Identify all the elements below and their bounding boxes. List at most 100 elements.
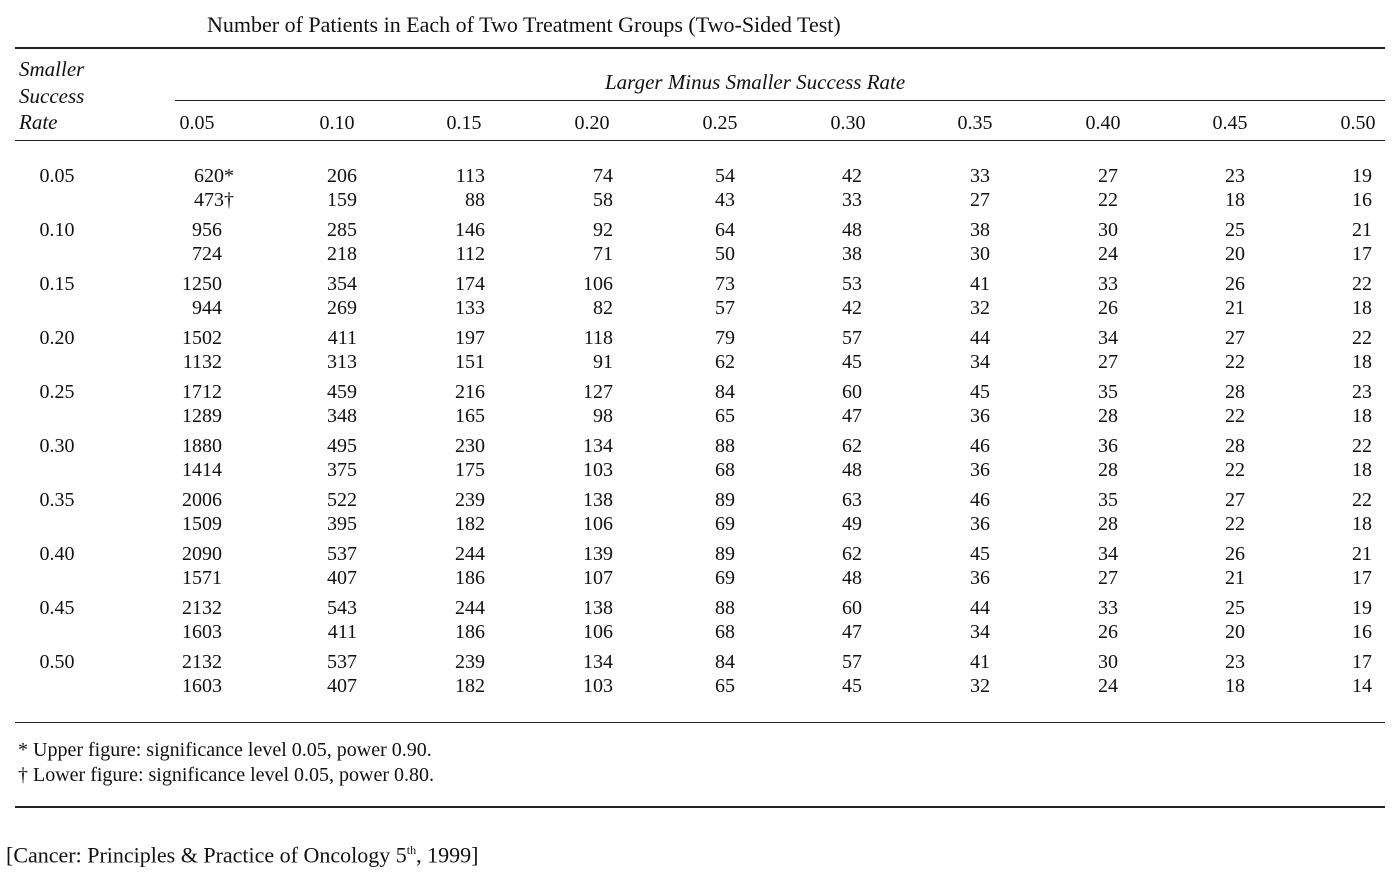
upper-value: 62: [842, 543, 862, 565]
lower-value: 28: [1098, 459, 1118, 481]
column-header: 0.30: [830, 112, 866, 134]
upper-value: 89: [715, 489, 735, 511]
upper-value: 84: [715, 651, 735, 673]
upper-value: 244: [455, 543, 485, 565]
column-header: 0.05: [179, 112, 215, 134]
row-label: 0.30: [39, 435, 75, 457]
upper-value: 42: [842, 165, 862, 187]
upper-value: 33: [1098, 597, 1118, 619]
lower-value: 182: [455, 675, 485, 697]
lower-value: 50: [715, 243, 735, 265]
upper-value: 138: [583, 597, 613, 619]
lower-value: 65: [715, 405, 735, 427]
lower-value: 33: [842, 189, 862, 211]
lower-value: 18: [1225, 189, 1245, 211]
upper-value: 30: [1098, 219, 1118, 241]
lower-value: 28: [1098, 513, 1118, 535]
lower-value: 112: [455, 243, 485, 265]
lower-value: 151: [455, 351, 485, 373]
upper-value: 19: [1352, 165, 1372, 187]
upper-value: 138: [583, 489, 613, 511]
upper-value: 57: [842, 327, 862, 349]
upper-value: 216: [455, 381, 485, 403]
lower-value: 22: [1225, 459, 1245, 481]
upper-value: 127: [583, 381, 613, 403]
upper-value: 197: [455, 327, 485, 349]
lower-value: 103: [583, 459, 613, 481]
lower-value: 182: [455, 513, 485, 535]
lower-value: 36: [970, 459, 990, 481]
lower-value: 20: [1225, 621, 1245, 643]
upper-value: 106: [583, 273, 613, 295]
upper-value: 36: [1098, 435, 1118, 457]
row-label: 0.25: [39, 381, 75, 403]
upper-value: 22: [1352, 435, 1372, 457]
upper-value: 2132: [182, 651, 222, 673]
lower-value: 159: [327, 189, 357, 211]
upper-value: 244: [455, 597, 485, 619]
lower-value: 165: [455, 405, 485, 427]
upper-value: 64: [715, 219, 735, 241]
lower-value: 133: [455, 297, 485, 319]
upper-value: 45: [970, 381, 990, 403]
lower-value: 18: [1352, 297, 1372, 319]
column-header: 0.50: [1340, 112, 1376, 134]
upper-value: 21: [1352, 219, 1372, 241]
upper-value: 27: [1225, 327, 1245, 349]
upper-value: 74: [593, 165, 613, 187]
upper-value: 134: [583, 435, 613, 457]
lower-value: 26: [1098, 621, 1118, 643]
row-label: 0.45: [39, 597, 75, 619]
upper-value: 92: [593, 219, 613, 241]
upper-value: 34: [1098, 327, 1118, 349]
lower-value: 269: [327, 297, 357, 319]
lower-value: 68: [715, 459, 735, 481]
lower-value: 48: [842, 567, 862, 589]
upper-value: 46: [970, 435, 990, 457]
column-header: 0.15: [446, 112, 482, 134]
lower-value: 48: [842, 459, 862, 481]
upper-value: 53: [842, 273, 862, 295]
lower-value: 407: [327, 675, 357, 697]
upper-value: 139: [583, 543, 613, 565]
spanner-rule: [175, 100, 1385, 101]
lower-value: 944: [192, 297, 222, 319]
upper-value: 21: [1352, 543, 1372, 565]
upper-value: 57: [842, 651, 862, 673]
citation-tail: , 1999]: [416, 842, 479, 868]
lower-value: 22: [1225, 513, 1245, 535]
lower-value: 47: [842, 621, 862, 643]
lower-value: 32: [970, 297, 990, 319]
lower-value: 22: [1098, 189, 1118, 211]
lower-value: 28: [1098, 405, 1118, 427]
upper-value: 30: [1098, 651, 1118, 673]
upper-value: 620*: [194, 165, 234, 187]
top-rule: [15, 47, 1385, 49]
upper-value: 174: [455, 273, 485, 295]
upper-value: 63: [842, 489, 862, 511]
upper-value: 45: [970, 543, 990, 565]
lower-value: 21: [1225, 297, 1245, 319]
lower-value: 45: [842, 351, 862, 373]
upper-value: 34: [1098, 543, 1118, 565]
upper-value: 22: [1352, 273, 1372, 295]
lower-value: 69: [715, 513, 735, 535]
upper-value: 41: [970, 273, 990, 295]
upper-value: 354: [327, 273, 357, 295]
lower-value: 16: [1352, 189, 1372, 211]
upper-value: 48: [842, 219, 862, 241]
upper-value: 1250: [182, 273, 222, 295]
lower-value: 38: [842, 243, 862, 265]
upper-value: 537: [327, 651, 357, 673]
lower-value: 22: [1225, 351, 1245, 373]
column-header: 0.25: [702, 112, 738, 134]
column-header: 0.20: [574, 112, 610, 134]
upper-value: 26: [1225, 273, 1245, 295]
lower-value: 36: [970, 405, 990, 427]
lower-value: 18: [1352, 405, 1372, 427]
lower-value: 348: [327, 405, 357, 427]
upper-value: 60: [842, 597, 862, 619]
upper-value: 146: [455, 219, 485, 241]
lower-value: 473†: [194, 189, 234, 211]
